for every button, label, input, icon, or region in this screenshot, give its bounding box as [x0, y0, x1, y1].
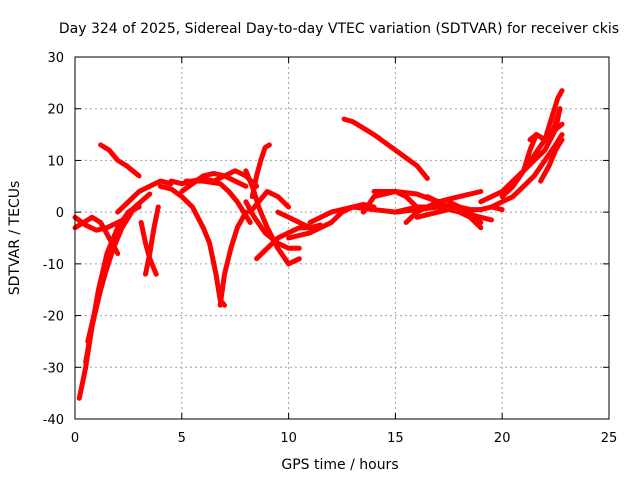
plot-frame	[74, 56, 610, 420]
series-s8	[138, 220, 159, 277]
series-s13	[179, 170, 249, 194]
series-s7	[115, 178, 174, 215]
x-tick-label: 20	[494, 431, 511, 446]
x-tick-label: 5	[178, 431, 186, 446]
y-tick-label: 0	[56, 206, 64, 221]
y-axis-title: SDTVAR / TECUs	[7, 181, 23, 296]
y-tick-label: -20	[43, 310, 64, 325]
x-axis-title: GPS time / hours	[281, 457, 398, 473]
series-s37	[538, 137, 565, 184]
y-tick-label: -30	[43, 361, 64, 376]
series-s14	[183, 178, 253, 225]
y-tick-label: 10	[47, 154, 64, 169]
series-s17	[243, 199, 302, 251]
series-s15	[249, 142, 272, 200]
series-s25	[371, 189, 420, 210]
chart-title: Day 324 of 2025, Sidereal Day-to-day VTE…	[59, 21, 619, 37]
x-tick-label: 15	[387, 431, 404, 446]
series-s32	[489, 132, 565, 210]
x-tick-label: 0	[71, 431, 79, 446]
y-tick-label: -10	[43, 258, 64, 273]
series-s20	[275, 209, 313, 231]
series-s6	[98, 142, 142, 179]
series-s23	[341, 116, 430, 181]
series-s19	[247, 189, 292, 215]
y-tick-label: -40	[43, 413, 64, 428]
data-series	[72, 88, 565, 401]
y-tick-label: 30	[47, 51, 64, 66]
x-tick-label: 10	[280, 431, 297, 446]
y-tick-labels: -40 -30 -20 -10 0 10 20 30	[43, 51, 64, 428]
axis-ticks	[74, 56, 610, 420]
series-s10	[157, 183, 227, 308]
grid-lines	[75, 57, 609, 419]
series-s36	[542, 88, 565, 143]
series-s29	[424, 194, 484, 231]
x-tick-label: 25	[601, 431, 618, 446]
x-tick-labels: 0 5 10 15 20 25	[71, 431, 617, 446]
series-s9	[143, 204, 161, 277]
series-s5	[85, 191, 153, 344]
series-s16	[243, 168, 302, 267]
y-tick-label: 20	[47, 103, 64, 118]
series-s11	[217, 209, 249, 308]
